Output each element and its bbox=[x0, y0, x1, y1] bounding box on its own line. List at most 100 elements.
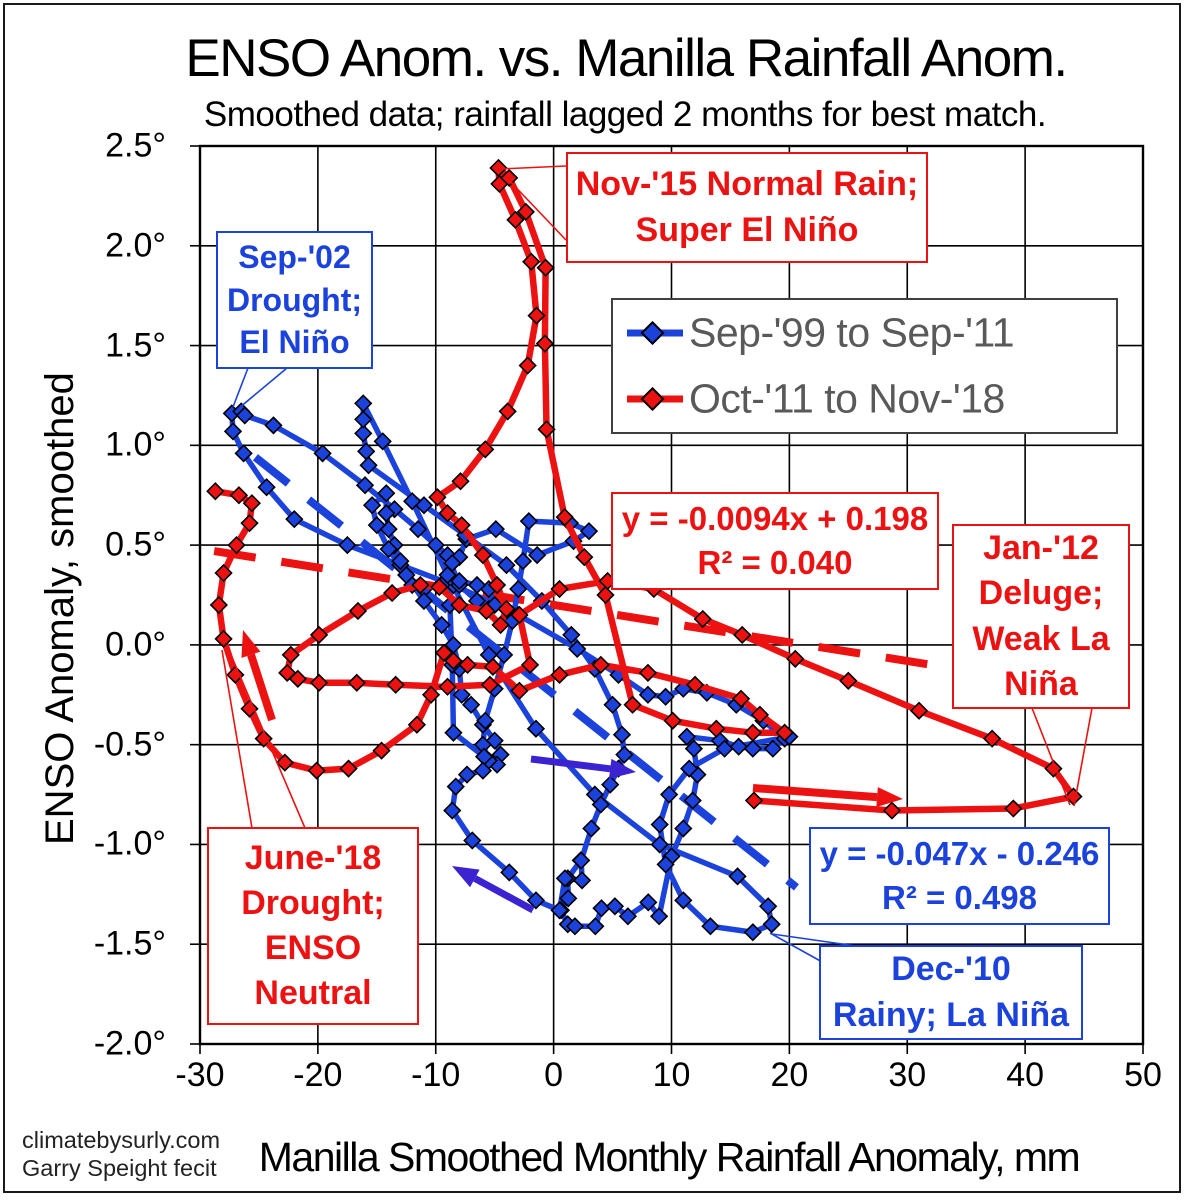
data-point-marker bbox=[786, 649, 805, 668]
data-point-marker bbox=[480, 675, 500, 694]
trend-line bbox=[252, 454, 799, 891]
series-line bbox=[214, 164, 1077, 814]
data-point-marker bbox=[649, 907, 669, 926]
data-point-marker bbox=[615, 745, 634, 764]
y-tick-label: -1.0° bbox=[93, 824, 166, 863]
data-point-marker bbox=[446, 777, 465, 796]
data-point-marker bbox=[660, 785, 679, 804]
data-point-marker bbox=[386, 675, 405, 694]
data-point-marker bbox=[362, 496, 382, 515]
data-point-marker bbox=[430, 577, 449, 597]
data-point-marker bbox=[354, 394, 373, 413]
data-point-marker bbox=[728, 867, 747, 886]
data-point-marker bbox=[618, 907, 638, 926]
legend-label: Sep-'99 to Sep-'11 bbox=[689, 309, 1015, 356]
data-point-marker bbox=[516, 202, 535, 221]
legend-label: Oct-'11 to Nov-'18 bbox=[689, 375, 1005, 422]
data-point-marker bbox=[559, 889, 578, 908]
jan12-leader-line bbox=[1073, 707, 1093, 807]
data-point-marker bbox=[278, 663, 297, 682]
data-point-marker bbox=[743, 923, 762, 942]
data-point-marker bbox=[444, 723, 463, 742]
data-point-marker bbox=[438, 677, 457, 696]
data-point-marker bbox=[656, 855, 675, 874]
data-point-marker bbox=[656, 687, 675, 706]
y-tick-label: 2.0° bbox=[105, 226, 166, 265]
figure-border bbox=[3, 3, 1181, 1193]
data-point-marker bbox=[603, 695, 622, 714]
data-point-marker bbox=[1004, 799, 1023, 818]
data-point-marker bbox=[214, 563, 233, 583]
annotation-sep02: Sep-'02 Drought; El Niño bbox=[216, 231, 373, 369]
data-point-marker bbox=[639, 893, 658, 912]
data-point-marker bbox=[383, 583, 402, 603]
data-point-marker bbox=[257, 478, 276, 497]
data-point-marker bbox=[592, 899, 611, 918]
data-point-marker bbox=[596, 585, 615, 605]
data-point-marker bbox=[526, 891, 546, 910]
data-point-marker bbox=[285, 510, 304, 529]
y-tick-label: 2.5° bbox=[105, 126, 166, 165]
data-point-marker bbox=[483, 657, 503, 676]
red-right-arrow-shaft bbox=[752, 784, 878, 802]
x-tick-label: -10 bbox=[411, 1056, 461, 1094]
data-point-marker bbox=[693, 609, 712, 629]
data-point-marker bbox=[444, 651, 463, 670]
june18-leader-line bbox=[221, 649, 253, 829]
nov15-leader-line bbox=[499, 165, 567, 170]
purple-up-left-arrow-head bbox=[452, 866, 480, 888]
red-up-left-arrow-head bbox=[241, 630, 261, 658]
data-point-marker bbox=[307, 761, 326, 780]
x-tick-label: 0 bbox=[544, 1056, 564, 1094]
data-point-marker bbox=[527, 545, 547, 565]
data-point-marker bbox=[348, 601, 368, 621]
data-point-marker bbox=[743, 739, 762, 758]
data-point-marker bbox=[605, 897, 625, 916]
data-point-marker bbox=[586, 917, 605, 936]
data-point-marker bbox=[707, 719, 726, 738]
data-point-marker bbox=[235, 406, 254, 425]
annotation-eq_blue: y = -0.047x - 0.246 R² = 0.498 bbox=[809, 827, 1110, 925]
plot-border bbox=[198, 144, 1145, 1046]
data-point-marker bbox=[674, 891, 693, 910]
data-point-marker bbox=[275, 753, 295, 772]
data-point-marker bbox=[527, 306, 546, 325]
data-point-marker bbox=[354, 424, 373, 443]
data-point-marker bbox=[537, 420, 556, 439]
data-point-marker bbox=[759, 897, 778, 916]
data-point-marker bbox=[438, 504, 457, 523]
data-point-marker bbox=[526, 719, 546, 738]
data-point-marker bbox=[226, 665, 245, 684]
data-point-marker bbox=[731, 689, 751, 708]
data-point-marker bbox=[223, 422, 243, 441]
data-point-marker bbox=[743, 723, 762, 742]
data-point-marker bbox=[509, 579, 528, 599]
data-point-marker bbox=[450, 595, 469, 615]
data-point-marker bbox=[309, 673, 329, 692]
data-point-marker bbox=[458, 655, 477, 674]
data-point-marker bbox=[638, 685, 658, 704]
data-point-marker bbox=[494, 645, 514, 664]
data-point-marker bbox=[452, 516, 471, 535]
annotation-eq_red: y = -0.0094x + 0.198 R² = 0.040 bbox=[611, 492, 939, 590]
data-point-marker bbox=[572, 851, 591, 870]
data-point-marker bbox=[550, 665, 569, 684]
data-point-marker bbox=[623, 695, 642, 714]
data-point-marker bbox=[234, 444, 253, 463]
data-point-marker bbox=[214, 629, 233, 649]
data-point-marker bbox=[579, 522, 599, 541]
data-point-marker bbox=[506, 210, 525, 229]
data-point-marker bbox=[473, 545, 493, 565]
data-point-marker bbox=[513, 551, 533, 571]
data-point-marker bbox=[264, 416, 283, 435]
data-point-marker bbox=[428, 488, 447, 507]
data-point-marker bbox=[518, 356, 537, 375]
data-point-marker bbox=[565, 917, 585, 936]
annotation-nov15: Nov-'15 Normal Rain; Super El Niño bbox=[566, 152, 928, 263]
y-tick-label: 0.0° bbox=[105, 625, 166, 664]
data-point-marker bbox=[612, 725, 632, 744]
legend: Sep-'99 to Sep-'11 Oct-'11 to Nov-'18 bbox=[611, 298, 1118, 434]
data-point-marker bbox=[357, 442, 376, 461]
